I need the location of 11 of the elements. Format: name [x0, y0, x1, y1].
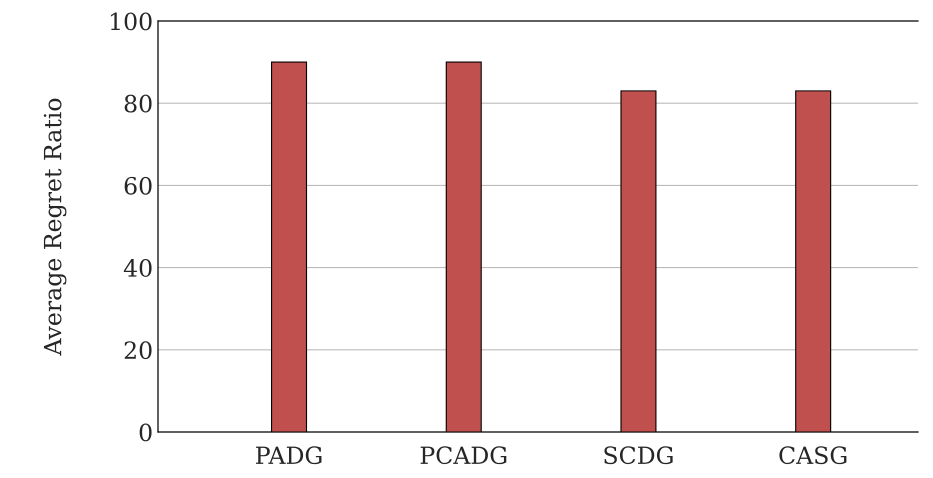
y-tick-label: 60: [124, 176, 152, 195]
y-tick-label: 100: [110, 12, 152, 30]
x-tick-label: CASG: [779, 446, 846, 464]
y-axis-title: Average Regret Ratio: [44, 98, 66, 356]
x-tick-label: SCDG: [604, 446, 673, 464]
y-tick-label: 80: [124, 94, 152, 113]
y-tick-label: 40: [124, 259, 152, 277]
y-tick-label: 20: [124, 341, 152, 360]
x-tick-label: PADG: [256, 446, 322, 464]
y-tick-label: 0: [140, 423, 152, 442]
x-tick-label: PCADG: [420, 446, 506, 464]
